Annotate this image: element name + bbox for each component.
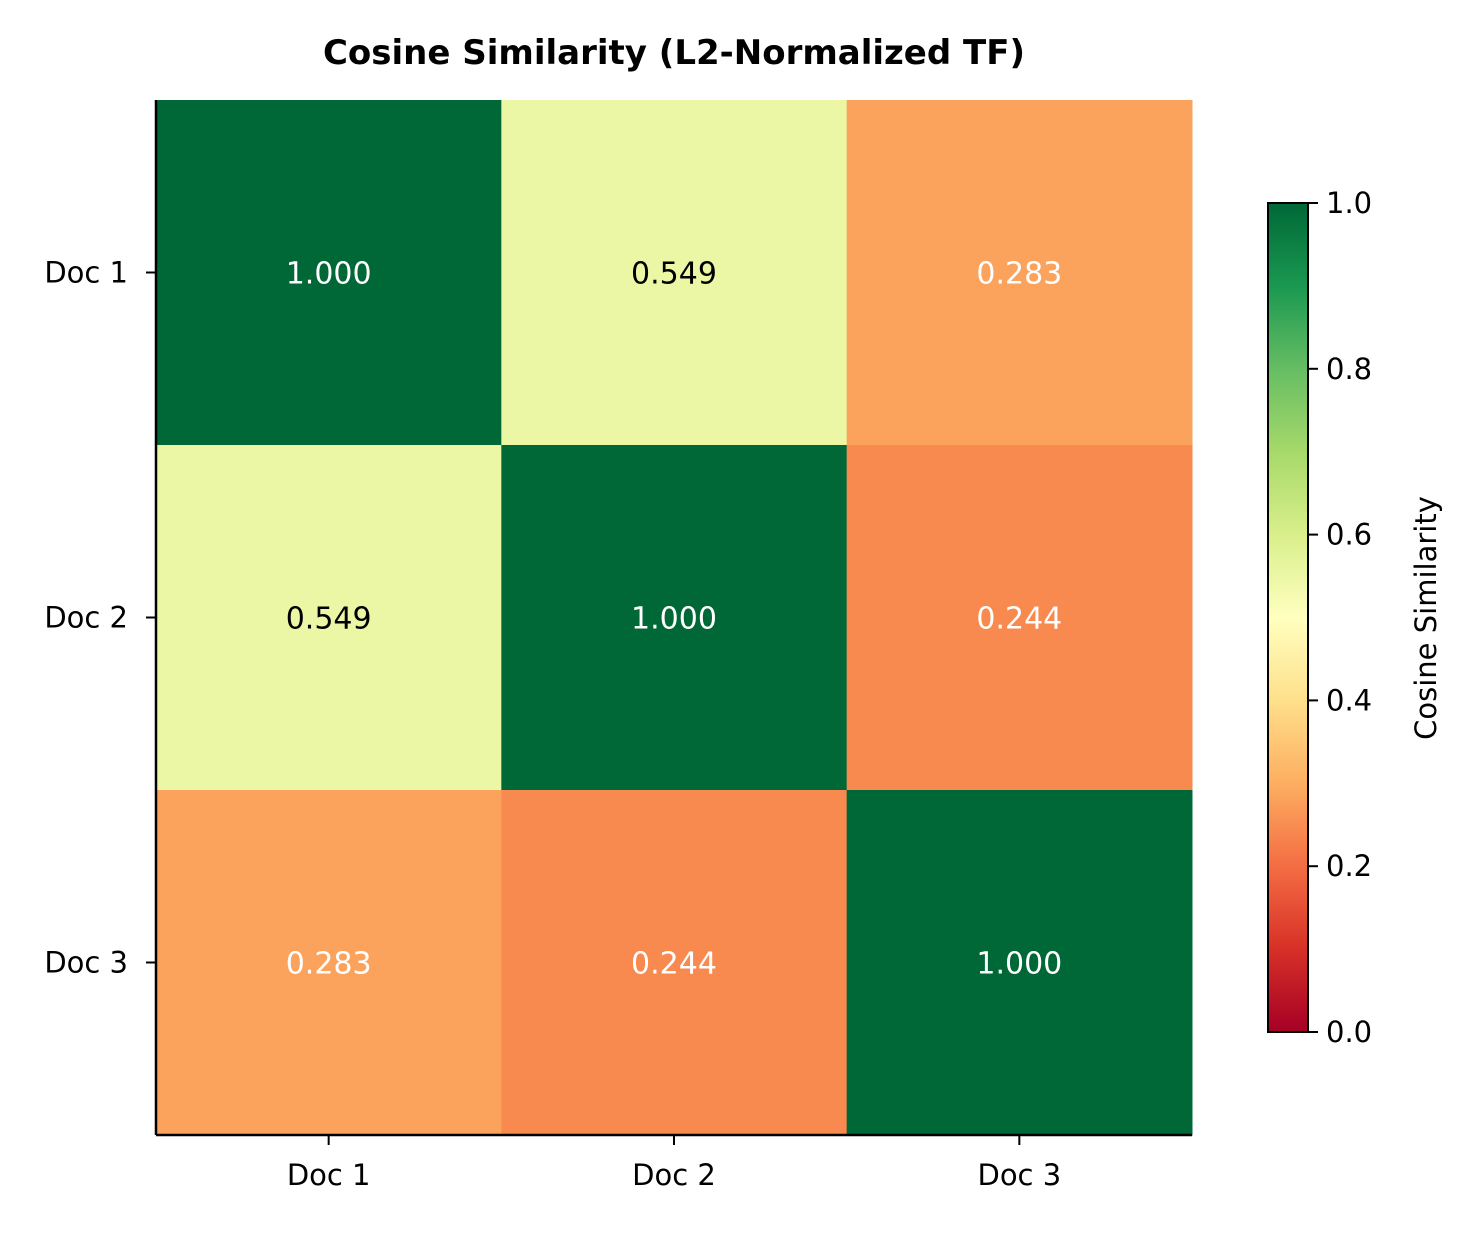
heatmap-cell xyxy=(501,445,848,791)
heatmap-cell xyxy=(156,445,502,791)
heatmap-cells: 1.000 0.549 0.283 0.549 1.000 0.244 0.283 0.244… xyxy=(156,100,1193,1136)
x-tick-label: Doc 2 xyxy=(632,1158,716,1192)
x-tick-label: Doc 1 xyxy=(287,1158,371,1192)
colorbar-tick-label: 0.4 xyxy=(1326,683,1372,717)
cell-label: 0.549 xyxy=(286,602,372,637)
colorbar-tick-label: 0.0 xyxy=(1326,1015,1372,1049)
chart-title: Cosine Similarity (L2-Normalized TF) xyxy=(323,33,1025,73)
colorbar-tick-label: 0.6 xyxy=(1326,518,1372,552)
heatmap-cell xyxy=(846,100,1193,446)
cell-label: 0.244 xyxy=(976,602,1062,637)
heatmap-cell xyxy=(501,100,848,446)
colorbar-tick-label: 0.8 xyxy=(1326,352,1372,386)
cell-label: 1.000 xyxy=(976,947,1062,982)
heatmap-cell xyxy=(846,790,1193,1136)
cell-label: 0.283 xyxy=(976,257,1062,292)
x-tick-label: Doc 3 xyxy=(977,1158,1061,1192)
colorbar: 0.0 0.2 0.4 0.6 0.8 1.0 xyxy=(1267,186,1372,1049)
cell-label: 1.000 xyxy=(286,257,372,292)
axes: Doc 1 Doc 2 Doc 3 Doc 1 Doc 2 Doc 3 xyxy=(44,100,1192,1192)
cell-label: 0.549 xyxy=(631,257,717,292)
heatmap-cell xyxy=(156,100,502,446)
cell-label: 1.000 xyxy=(631,602,717,637)
heatmap-cell xyxy=(846,445,1193,791)
cell-label: 0.283 xyxy=(286,947,372,982)
y-tick-label: Doc 3 xyxy=(44,946,128,980)
heatmap-cell xyxy=(501,790,848,1136)
colorbar-gradient xyxy=(1267,202,1309,1033)
colorbar-label: Cosine Similarity xyxy=(1409,496,1443,740)
y-tick-label: Doc 1 xyxy=(44,256,128,290)
y-tick-label: Doc 2 xyxy=(44,601,128,635)
cell-label: 0.244 xyxy=(631,947,717,982)
colorbar-tick-label: 1.0 xyxy=(1326,186,1372,220)
colorbar-tick-label: 0.2 xyxy=(1326,849,1372,883)
heatmap-cell xyxy=(156,790,502,1136)
